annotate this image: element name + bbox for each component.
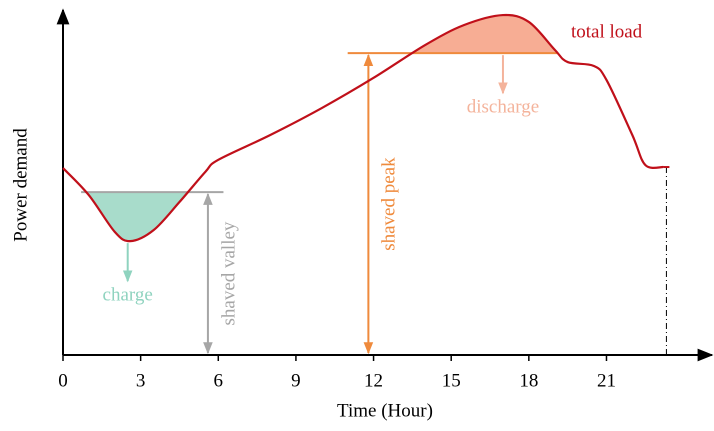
shave-label: shaved peak [379, 157, 400, 251]
load-line [62, 13, 664, 243]
y-axis-label: Power demand [10, 128, 31, 242]
shaved-area [411, 14, 558, 54]
series-label: total load [571, 21, 643, 42]
shave-label: shaved valley [218, 221, 239, 325]
x-axis-label: Time (Hour) [337, 400, 433, 421]
flow-label: discharge [467, 97, 539, 118]
x-tick-label: 0 [58, 370, 68, 391]
x-tick-label: 12 [364, 370, 383, 391]
x-tick-label: 15 [442, 370, 461, 391]
shaved-area [81, 192, 224, 242]
flow-label: charge [103, 284, 153, 305]
x-tick-label: 18 [519, 370, 538, 391]
x-tick-label: 21 [597, 370, 616, 391]
x-tick-label: 6 [214, 370, 224, 391]
x-tick-label: 9 [291, 370, 301, 391]
x-tick-label: 3 [136, 370, 146, 391]
